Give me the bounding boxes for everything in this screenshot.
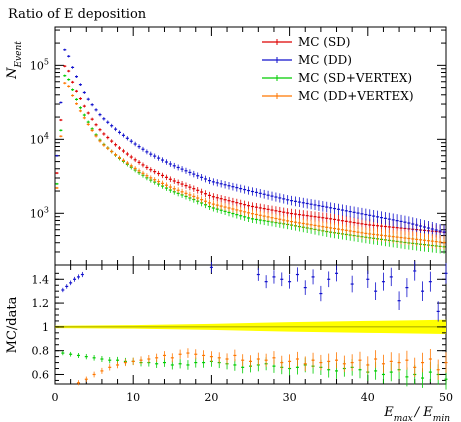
- y-tick-base: 10: [30, 207, 44, 220]
- legend-label: MC (DD+VERTEX): [298, 89, 414, 103]
- y-tick-exp: 5: [44, 57, 49, 66]
- x-tick-label: 50: [439, 391, 453, 404]
- main-panel-frame: [54, 26, 447, 266]
- x-tick-label: 0: [52, 391, 59, 404]
- legend-label: MC (SD): [298, 35, 351, 49]
- legend-label: MC (SD+VERTEX): [298, 71, 412, 85]
- y-tick-label: 105: [30, 57, 49, 72]
- y-tick-label: 1.4: [32, 273, 50, 286]
- legend-label: MC (DD): [298, 53, 352, 67]
- ratio-series-3: [76, 348, 448, 386]
- ratio-ticks: 0.6 0.8 1 1.2 1.4 0 10 20 30 40 50: [32, 265, 453, 404]
- y-tick-base: 10: [30, 59, 44, 72]
- ratio-panel: 0.6 0.8 1 1.2 1.4 0 10 20 30 40 50 MC/data Emax / E…: [5, 261, 453, 422]
- chart-title: Ratio of E deposition: [8, 7, 147, 22]
- main-series: [55, 48, 446, 254]
- y-tick-label: 0.6: [32, 368, 50, 381]
- legend: MC (SD) MC (DD) MC (SD+VERTEX) MC (DD+VERTE…: [262, 35, 414, 103]
- series-3: [55, 82, 446, 250]
- ratio-ylabel: MC/data: [5, 296, 20, 353]
- ratio-xlabel: Emax / Emin: [383, 405, 450, 422]
- y-tick-base: 10: [30, 133, 44, 146]
- y-tick-label: 104: [30, 131, 49, 146]
- y-tick-exp: 3: [44, 205, 49, 214]
- y-tick-label: 1: [42, 321, 49, 334]
- uncertainty-band: [55, 319, 446, 335]
- y-tick-label: 1.2: [32, 297, 50, 310]
- series-1: [55, 48, 446, 240]
- x-tick-label: 10: [126, 391, 140, 404]
- ratio-series: [61, 261, 448, 390]
- ratio-series-1: [61, 261, 448, 322]
- x-tick-label: 20: [204, 391, 218, 404]
- x-tick-label: 40: [361, 391, 375, 404]
- y-tick-label: 0.8: [32, 345, 50, 358]
- y-tick-exp: 4: [44, 131, 49, 140]
- main-ylabel: NEvent: [5, 41, 24, 80]
- y-tick-label: 103: [30, 205, 49, 220]
- x-tick-label: 30: [283, 391, 297, 404]
